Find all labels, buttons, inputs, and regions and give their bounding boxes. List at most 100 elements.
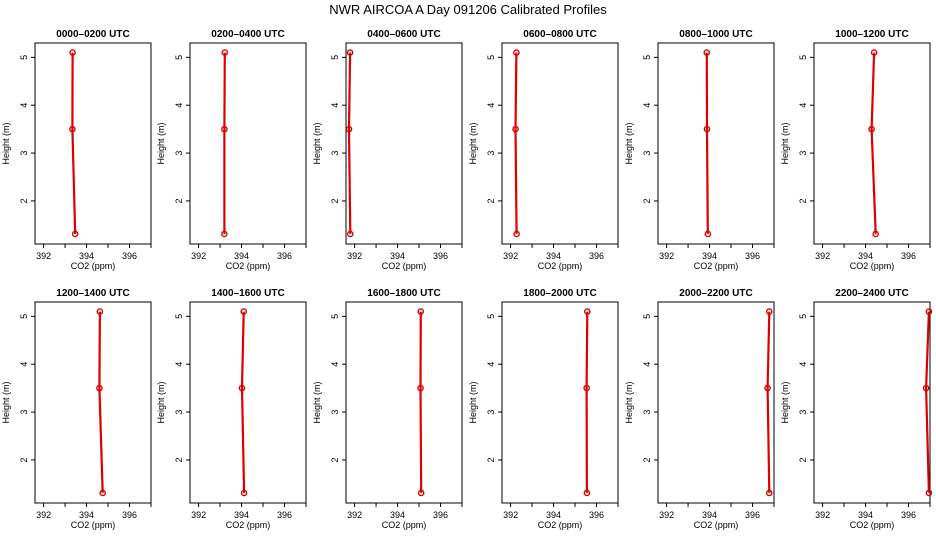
y-tick-label: 3 bbox=[174, 151, 184, 156]
y-tick-label: 4 bbox=[486, 103, 496, 108]
y-tick-label: 5 bbox=[798, 314, 808, 319]
profile-point bbox=[240, 489, 248, 497]
panel-title: 1000–1200 UTC bbox=[835, 29, 908, 40]
y-tick-label: 3 bbox=[330, 410, 340, 415]
profile-line bbox=[766, 311, 771, 493]
y-axis-label: Height (m) bbox=[312, 381, 322, 423]
x-tick-label: 392 bbox=[36, 251, 51, 261]
x-axis-label: CO2 (ppm) bbox=[538, 261, 583, 271]
plot-frame bbox=[189, 42, 307, 245]
profile-panel: 0600–0800 UTC 392 394 396 2 3 4 5 CO2 (ppm) Heigh… bbox=[468, 29, 619, 271]
y-tick-label: 3 bbox=[19, 410, 29, 415]
profile-panel: 2200–2400 UTC 392 394 396 2 3 4 5 CO2 (ppm) Heigh… bbox=[780, 288, 933, 530]
x-tick-label: 394 bbox=[390, 510, 405, 520]
profile-point bbox=[583, 489, 591, 497]
x-tick-label: 394 bbox=[79, 510, 94, 520]
profile-point bbox=[872, 230, 879, 238]
y-axis-label: Height (m) bbox=[468, 122, 478, 164]
plot-frame bbox=[501, 42, 619, 245]
profile-point bbox=[704, 230, 712, 238]
y-tick-label: 3 bbox=[486, 151, 496, 156]
x-tick-label: 396 bbox=[589, 510, 604, 520]
y-axis-label: Height (m) bbox=[468, 381, 478, 423]
y-tick-label: 4 bbox=[174, 362, 184, 367]
y-tick-label: 4 bbox=[642, 103, 652, 108]
plot-frame bbox=[189, 301, 307, 504]
profile-line bbox=[71, 52, 77, 234]
profile-line bbox=[585, 311, 589, 493]
profile-point bbox=[96, 384, 103, 392]
y-tick-label: 3 bbox=[798, 151, 808, 156]
profile-point bbox=[513, 49, 520, 56]
profile-point bbox=[69, 49, 76, 56]
y-tick-label: 4 bbox=[174, 103, 184, 108]
profile-line bbox=[705, 52, 709, 234]
y-tick-label: 3 bbox=[174, 410, 184, 415]
x-tick-label: 396 bbox=[122, 510, 137, 520]
profile-panel: 2000–2200 UTC 392 394 396 2 3 4 5 CO2 (ppm) Heigh… bbox=[624, 288, 775, 530]
profile-point bbox=[221, 230, 228, 238]
plot-frame bbox=[813, 42, 931, 245]
profile-panel: 0800–1000 UTC 392 394 396 2 3 4 5 CO2 (ppm) Heigh… bbox=[624, 29, 775, 271]
y-tick-label: 4 bbox=[642, 362, 652, 367]
y-tick-label: 5 bbox=[642, 55, 652, 60]
y-axis-label: Height (m) bbox=[312, 122, 322, 164]
x-tick-label: 396 bbox=[745, 510, 760, 520]
y-axis-label: Height (m) bbox=[1, 381, 11, 423]
plot-frame bbox=[813, 301, 931, 504]
profile-point bbox=[868, 125, 875, 133]
plot-frame bbox=[345, 42, 463, 245]
profile-line bbox=[240, 311, 246, 493]
profile-point bbox=[221, 49, 229, 56]
profile-point bbox=[870, 49, 878, 56]
profile-point bbox=[71, 230, 79, 238]
y-tick-label: 5 bbox=[642, 314, 652, 319]
y-tick-label: 5 bbox=[486, 314, 496, 319]
x-tick-label: 394 bbox=[546, 510, 561, 520]
x-tick-label: 396 bbox=[277, 251, 292, 261]
y-tick-label: 4 bbox=[486, 362, 496, 367]
y-tick-label: 5 bbox=[330, 55, 340, 60]
x-tick-label: 392 bbox=[815, 251, 830, 261]
panel-title: 1800–2000 UTC bbox=[523, 288, 596, 299]
plot-frame bbox=[657, 42, 775, 245]
x-axis-label: CO2 (ppm) bbox=[538, 520, 583, 530]
x-tick-label: 392 bbox=[36, 510, 51, 520]
x-tick-label: 396 bbox=[589, 251, 604, 261]
x-tick-label: 394 bbox=[702, 251, 717, 261]
plot-frame bbox=[501, 301, 619, 504]
x-tick-label: 394 bbox=[234, 510, 249, 520]
profile-point bbox=[417, 308, 425, 315]
x-tick-label: 392 bbox=[503, 510, 518, 520]
profile-point bbox=[417, 489, 425, 497]
y-tick-label: 4 bbox=[798, 103, 808, 108]
profile-point bbox=[417, 384, 424, 392]
figure-title: NWR AIRCOA A Day 091206 Calibrated Profi… bbox=[329, 2, 607, 17]
y-tick-label: 2 bbox=[642, 457, 652, 462]
profile-line bbox=[419, 311, 423, 493]
y-tick-label: 4 bbox=[330, 362, 340, 367]
profile-point bbox=[96, 308, 104, 315]
profile-panel: 0200–0400 UTC 392 394 396 2 3 4 5 CO2 (ppm) Heigh… bbox=[156, 29, 307, 271]
y-tick-label: 2 bbox=[486, 198, 496, 203]
x-tick-label: 396 bbox=[433, 251, 448, 261]
x-axis-label: CO2 (ppm) bbox=[226, 520, 271, 530]
y-tick-label: 3 bbox=[642, 410, 652, 415]
y-tick-label: 5 bbox=[174, 314, 184, 319]
y-tick-label: 4 bbox=[798, 362, 808, 367]
x-tick-label: 392 bbox=[659, 251, 674, 261]
y-tick-label: 2 bbox=[798, 457, 808, 462]
y-tick-label: 2 bbox=[174, 198, 184, 203]
profile-point bbox=[240, 308, 248, 315]
profile-line bbox=[924, 311, 930, 493]
profile-point bbox=[765, 489, 773, 497]
panel-title: 1400–1600 UTC bbox=[211, 288, 284, 299]
x-tick-label: 392 bbox=[347, 251, 362, 261]
profile-point bbox=[764, 384, 771, 392]
x-tick-label: 394 bbox=[858, 251, 873, 261]
profile-point bbox=[925, 489, 933, 497]
x-axis-label: CO2 (ppm) bbox=[850, 520, 895, 530]
x-tick-label: 394 bbox=[390, 251, 405, 261]
profile-panel: 1600–1800 UTC 392 394 396 2 3 4 5 CO2 (ppm) Heigh… bbox=[312, 288, 463, 530]
panel-title: 0800–1000 UTC bbox=[679, 29, 752, 40]
